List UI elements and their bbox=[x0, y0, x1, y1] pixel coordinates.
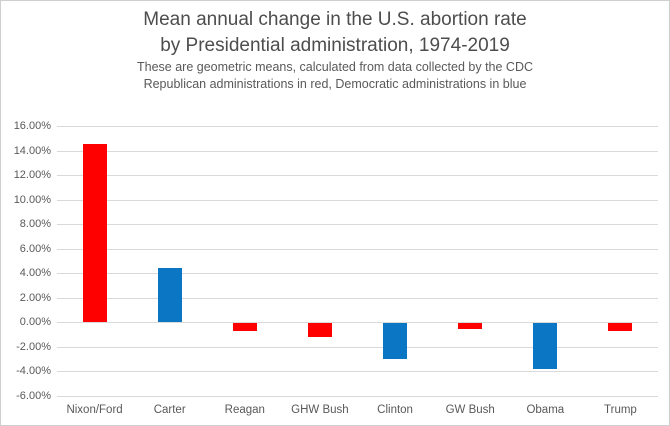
bar-trump bbox=[608, 323, 633, 331]
y-axis-tick-label: 2.00% bbox=[19, 291, 51, 304]
bar-ghw-bush bbox=[307, 323, 332, 337]
gridline bbox=[57, 224, 658, 226]
plot-area bbox=[57, 126, 658, 397]
x-axis-category-label: Obama bbox=[526, 404, 565, 416]
chart-subtitle-line-1: These are geometric means, calculated fr… bbox=[136, 60, 534, 74]
bar-obama bbox=[533, 323, 558, 369]
gridline bbox=[57, 248, 658, 250]
gridline bbox=[57, 126, 658, 127]
bar-reagan bbox=[232, 323, 257, 331]
x-axis-category-label: GHW Bush bbox=[291, 404, 349, 416]
bar-carter bbox=[157, 268, 182, 323]
x-axis-category-label: Clinton bbox=[377, 404, 413, 416]
y-axis-tick-label: 12.00% bbox=[13, 169, 51, 182]
x-axis: Nixon/Ford Carter Reagan GHW Bush Clinton GW … bbox=[57, 404, 658, 420]
gridline bbox=[57, 150, 658, 152]
y-axis-tick-label: 4.00% bbox=[19, 267, 51, 280]
bar-gw-bush bbox=[458, 323, 483, 330]
chart-title-line-1: Mean annual change in the U.S. abortion … bbox=[143, 9, 527, 30]
y-axis-tick-label: -6.00% bbox=[16, 390, 51, 402]
y-axis-tick-label: 8.00% bbox=[19, 218, 51, 231]
y-axis-tick-label: 14.00% bbox=[13, 144, 51, 157]
x-axis-category-label: Nixon/Ford bbox=[66, 404, 123, 416]
gridline bbox=[57, 273, 658, 275]
y-axis-tick-label: 6.00% bbox=[19, 242, 51, 255]
gridline bbox=[57, 199, 658, 201]
y-axis-tick-label: 0.00% bbox=[19, 316, 51, 329]
gridline bbox=[57, 322, 658, 324]
y-axis-tick-label: 10.00% bbox=[13, 193, 51, 206]
x-axis-category-label: GW Bush bbox=[445, 404, 495, 416]
chart-title-line-2: by Presidential administration, 1974-201… bbox=[160, 35, 510, 56]
x-axis-category-label: Trump bbox=[604, 404, 637, 416]
bar-nixon-ford bbox=[82, 144, 107, 323]
bar-clinton bbox=[383, 323, 408, 359]
gridline bbox=[57, 297, 658, 299]
chart-header: Mean annual change in the U.S. abortion … bbox=[1, 1, 669, 93]
gridline bbox=[57, 396, 658, 397]
y-axis-tick-label: -2.00% bbox=[16, 340, 51, 353]
chart-subtitle-line-2: Republican administrations in red, Democ… bbox=[143, 77, 527, 91]
gridline bbox=[57, 175, 658, 177]
y-axis-tick-label: 16.00% bbox=[13, 120, 51, 132]
gridline bbox=[57, 371, 658, 373]
y-axis-tick-label: -4.00% bbox=[16, 365, 51, 378]
x-axis-category-label: Carter bbox=[153, 404, 186, 416]
x-axis-category-label: Reagan bbox=[224, 404, 265, 416]
gridline bbox=[57, 346, 658, 348]
y-axis: 16.00% 14.00% 12.00% 10.00% 8.00% 6.00% 4.00% 2… bbox=[1, 120, 51, 402]
